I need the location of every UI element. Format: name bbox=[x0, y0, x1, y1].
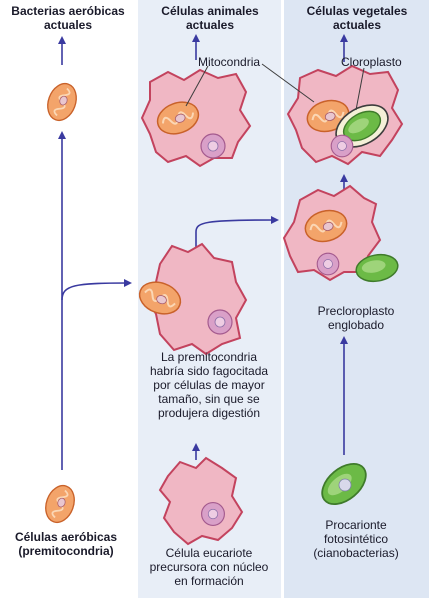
label-precloroplasto: Precloroplasto englobado bbox=[317, 304, 395, 332]
bacteria-actual bbox=[41, 78, 83, 126]
cianobacteria bbox=[313, 454, 375, 514]
arrows bbox=[58, 34, 348, 470]
label-premitocondria: Células aeróbicas (premitocondria) bbox=[14, 530, 118, 558]
label-mitocondria: Mitocondria bbox=[198, 55, 261, 69]
eucariote-cell bbox=[158, 456, 244, 546]
label-cloroplasto: Cloroplasto bbox=[341, 55, 402, 69]
bacteria-premitocondria bbox=[39, 480, 81, 528]
plant-cell-top bbox=[286, 64, 404, 166]
title-animales: Células animales actuales bbox=[161, 4, 259, 32]
title-bacterias: Bacterias aeróbicas actuales bbox=[11, 4, 125, 32]
title-vegetales: Células vegetales actuales bbox=[306, 4, 408, 32]
divider-right bbox=[281, 0, 284, 598]
label-eucariote: Célula eucariote precursora con núcleo e… bbox=[149, 546, 269, 588]
animal-cell-top bbox=[140, 68, 252, 168]
leader-lines bbox=[185, 63, 365, 111]
divider-left bbox=[135, 0, 138, 598]
plant-cell-engulfing bbox=[282, 184, 401, 286]
label-fagocitada: La premitocondria habría sido fagocitada… bbox=[149, 350, 269, 420]
animal-cell-engulfing bbox=[134, 242, 248, 356]
label-procarionte: Procarionte fotosintético (cianobacteria… bbox=[313, 518, 399, 560]
